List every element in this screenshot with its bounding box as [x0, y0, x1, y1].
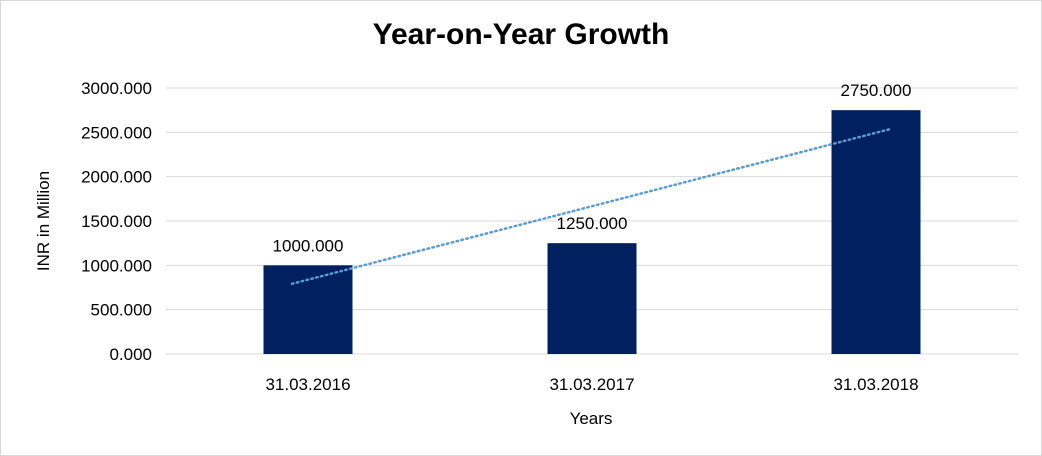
x-tick-label: 31.03.2017 [549, 375, 634, 394]
bar [831, 110, 921, 355]
x-tick-label: 31.03.2018 [833, 375, 918, 394]
bars [263, 110, 921, 355]
data-labels: 1000.000 1250.000 2750.000 [273, 81, 912, 255]
data-label: 1250.000 [557, 214, 628, 233]
y-tick-label: 3000.000 [81, 79, 152, 98]
x-tick-labels: 31.03.2016 31.03.2017 31.03.2018 [265, 375, 918, 394]
y-tick-labels: 0.000 500.000 1000.000 1500.000 2000.000 2500… [81, 79, 152, 364]
trendline-group [290, 127, 894, 286]
data-label: 2750.000 [841, 81, 912, 100]
chart-title: Year-on-Year Growth [372, 18, 670, 51]
y-tick-label: 2500.000 [81, 123, 152, 142]
x-tick-label: 31.03.2016 [265, 375, 350, 394]
y-tick-label: 0.000 [109, 345, 152, 364]
trendline [290, 127, 894, 286]
bar [547, 243, 637, 354]
y-tick-label: 1000.000 [81, 256, 152, 275]
data-label: 1000.000 [273, 236, 344, 255]
y-tick-label: 500.000 [91, 301, 152, 320]
y-tick-label: 1500.000 [81, 212, 152, 231]
x-axis-label: Years [569, 409, 613, 428]
y-tick-label: 2000.000 [81, 168, 152, 187]
